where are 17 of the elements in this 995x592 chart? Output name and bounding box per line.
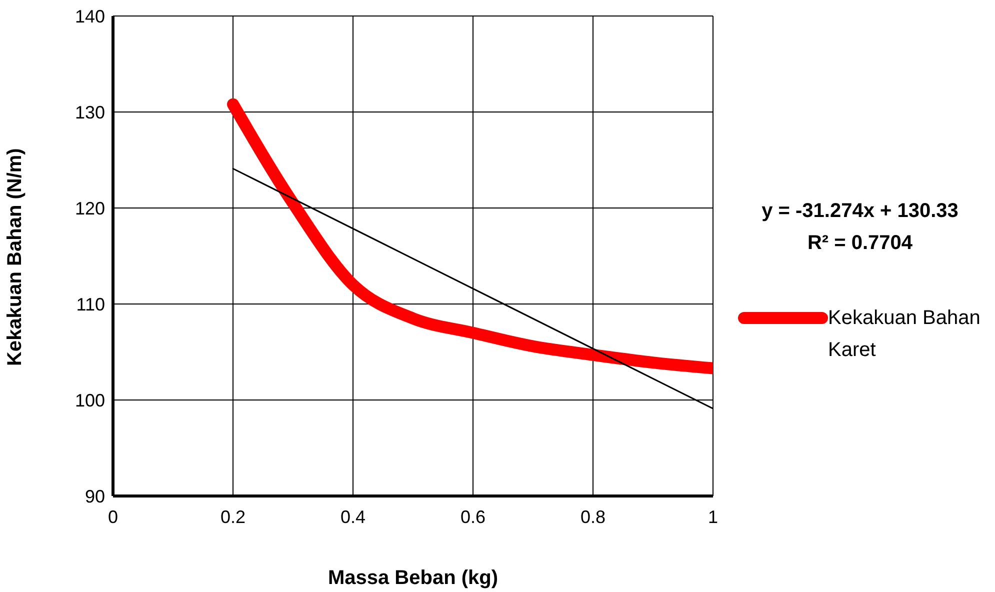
x-tick-label: 0.4 bbox=[340, 506, 366, 527]
x-tick-label: 0.8 bbox=[580, 506, 606, 527]
x-tick-label: 1 bbox=[708, 506, 718, 527]
legend-label: Kekakuan Bahan Karet bbox=[828, 306, 982, 363]
x-tick-label: 0.2 bbox=[220, 506, 246, 527]
text: R² = 0.7704 bbox=[806, 231, 914, 256]
y-tick-label: 90 bbox=[84, 486, 105, 506]
y-tick-label: 100 bbox=[74, 390, 105, 410]
x-tick-label: 0.6 bbox=[460, 506, 486, 527]
text: y = -31.274x + 130.33 bbox=[760, 199, 960, 224]
y-tick-label: 120 bbox=[74, 198, 105, 218]
y-tick-label: 130 bbox=[74, 102, 105, 122]
x-tick-label: 0 bbox=[108, 506, 118, 527]
y-axis-title: Kekakuan Bahan (N/m) bbox=[4, 148, 26, 366]
y-tick-label: 140 bbox=[74, 6, 105, 26]
x-axis-title: Massa Beban (kg) bbox=[328, 567, 498, 589]
y-tick-label: 110 bbox=[76, 294, 105, 314]
